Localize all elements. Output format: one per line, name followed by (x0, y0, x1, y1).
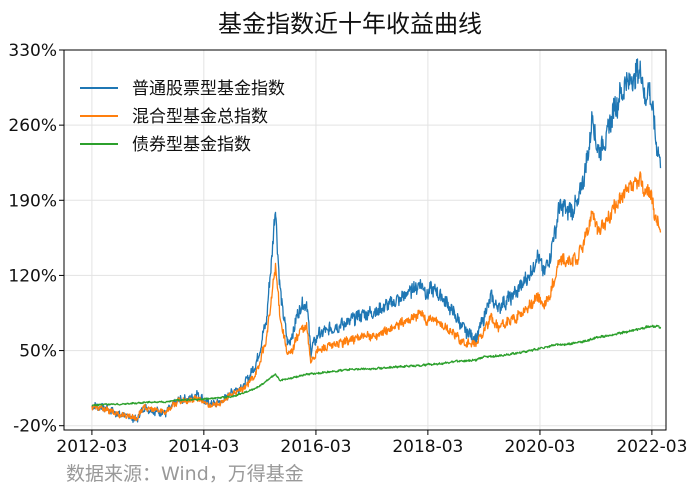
chart-title: 基金指数近十年收益曲线 (218, 10, 482, 38)
plot-frame (63, 49, 667, 431)
y-tick-label: -20% (13, 417, 57, 437)
x-tick-label: 2022-03 (616, 437, 687, 457)
y-tick-label: 330% (8, 41, 57, 61)
y-tick-label: 120% (8, 266, 57, 286)
axis-ticks: -20% 50% 120% 190% 260% 330% 2012-03 2014-03 201… (8, 41, 687, 457)
y-tick-label: 50% (19, 342, 57, 362)
y-tick-label: 260% (8, 116, 57, 136)
x-tick-label: 2014-03 (168, 437, 239, 457)
series-lines (91, 58, 662, 423)
x-tick-label: 2020-03 (504, 437, 575, 457)
x-tick-label: 2012-03 (56, 437, 127, 457)
x-tick-label: 2016-03 (280, 437, 351, 457)
y-tick-label: 190% (8, 191, 57, 211)
grid-lines (64, 49, 666, 430)
x-tick-label: 2018-03 (392, 437, 463, 457)
source-note: 数据来源：Wind，万得基金 (66, 463, 304, 485)
legend-label: 债券型基金指数 (132, 135, 251, 155)
series-line (91, 324, 662, 407)
legend-label: 混合型基金总指数 (132, 107, 268, 127)
legend-label: 普通股票型基金指数 (132, 79, 285, 99)
series-line (91, 171, 662, 422)
